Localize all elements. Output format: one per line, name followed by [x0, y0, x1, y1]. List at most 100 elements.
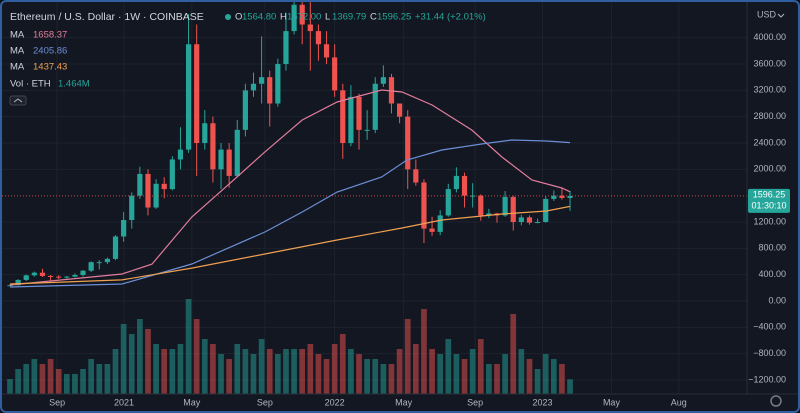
volume-bar [80, 369, 86, 394]
candle-body [226, 149, 232, 176]
x-tick-label: May [603, 397, 621, 407]
y-tick-label: −400.00 [753, 322, 786, 332]
candle-body [380, 77, 386, 84]
settings-button[interactable] [770, 395, 782, 407]
volume-bar [145, 329, 151, 394]
candle-body [250, 83, 257, 91]
ohlc-value: 1369.79 [332, 12, 366, 23]
volume-bar [412, 344, 419, 394]
volume-name: Vol · ETH [10, 79, 51, 90]
volume-bar [201, 339, 208, 394]
ohlc-key: C [370, 12, 377, 23]
candle-body [202, 123, 208, 144]
y-tick-label: 400.00 [758, 269, 786, 279]
candle-body [364, 129, 370, 131]
volume-bar [193, 319, 200, 394]
x-tick-label: 2021 [114, 397, 134, 407]
y-tick-label: −800.00 [753, 348, 786, 358]
volume-bar [250, 354, 257, 394]
candle-body [534, 221, 541, 223]
volume-bar [169, 349, 176, 394]
volume-bar [404, 319, 411, 394]
candle-body [397, 103, 403, 117]
volume-bar [437, 354, 444, 394]
candle-body [453, 175, 460, 190]
candle-body [307, 24, 313, 32]
ma-name: MA [10, 30, 25, 41]
volume-bar [421, 309, 427, 394]
candle-body [332, 57, 338, 91]
collapse-icon [13, 98, 23, 103]
candle-body [242, 90, 248, 130]
candle-body [234, 129, 240, 176]
candle-body [275, 64, 281, 104]
x-tick-label: Sep [49, 397, 65, 407]
candle-body [356, 96, 362, 130]
candle-body [291, 4, 297, 32]
volume-bar [283, 349, 289, 394]
volume-bar [299, 349, 306, 394]
candle-body [518, 217, 524, 222]
ohlc-value: 1596.25 [377, 12, 411, 23]
volume-bar [364, 359, 370, 394]
volume-bar [461, 359, 468, 394]
candle-body [169, 159, 175, 190]
volume-bar [242, 349, 249, 394]
candle-body [218, 149, 224, 170]
candle-body [137, 173, 143, 196]
ma-name: MA [10, 46, 25, 57]
candle-body [15, 279, 21, 286]
volume-bar [502, 354, 508, 394]
volume-bar [526, 359, 533, 394]
candle-body [259, 77, 265, 84]
volume-bar [510, 314, 517, 394]
candle-body [64, 276, 70, 278]
y-tick-label: 0.00 [768, 295, 786, 305]
candle-body [283, 31, 289, 65]
volume-bar [356, 354, 362, 394]
x-tick-label: May [183, 397, 201, 407]
candle-body [421, 182, 427, 229]
volume-bar [161, 349, 168, 394]
volume-bar [339, 334, 346, 394]
collapse-legend[interactable] [9, 95, 27, 106]
volume-bar [388, 364, 395, 394]
candle-body [88, 262, 94, 271]
volume-bar [218, 354, 224, 394]
candle-body [72, 274, 78, 277]
candle-body [526, 217, 533, 223]
candle-body [470, 195, 476, 197]
volume-bar [477, 339, 484, 394]
ma-name: MA [10, 62, 25, 73]
ma-line [9, 139, 571, 288]
volume-bar [96, 364, 103, 394]
candle-body [315, 31, 322, 45]
candle-body [372, 83, 378, 130]
candle-body [445, 189, 451, 216]
volume-value: 1.464M [58, 79, 90, 90]
volume-bar [88, 359, 95, 394]
volume-bar [380, 364, 387, 394]
currency[interactable]: USD [757, 9, 777, 19]
currency-dropdown[interactable] [777, 13, 785, 18]
x-tick-label: Aug [671, 397, 687, 407]
candle-body [267, 77, 273, 104]
candle-body [161, 183, 167, 190]
candle-body [413, 169, 419, 183]
volume-bar [567, 379, 573, 394]
volume-bar [534, 369, 541, 394]
volume-bar [323, 359, 330, 394]
candle-body [185, 44, 192, 150]
candle-body [194, 44, 200, 144]
candle-body [299, 4, 305, 25]
volume-bar [445, 339, 452, 394]
volume-bar [15, 369, 21, 394]
volume-bar [518, 349, 525, 394]
volume-bar [291, 349, 297, 394]
x-tick-label: 2023 [532, 397, 552, 407]
volume-bar [315, 354, 322, 394]
candle-body [31, 272, 37, 276]
x-tick-label: Sep [257, 397, 273, 407]
volume-bar [7, 379, 13, 394]
